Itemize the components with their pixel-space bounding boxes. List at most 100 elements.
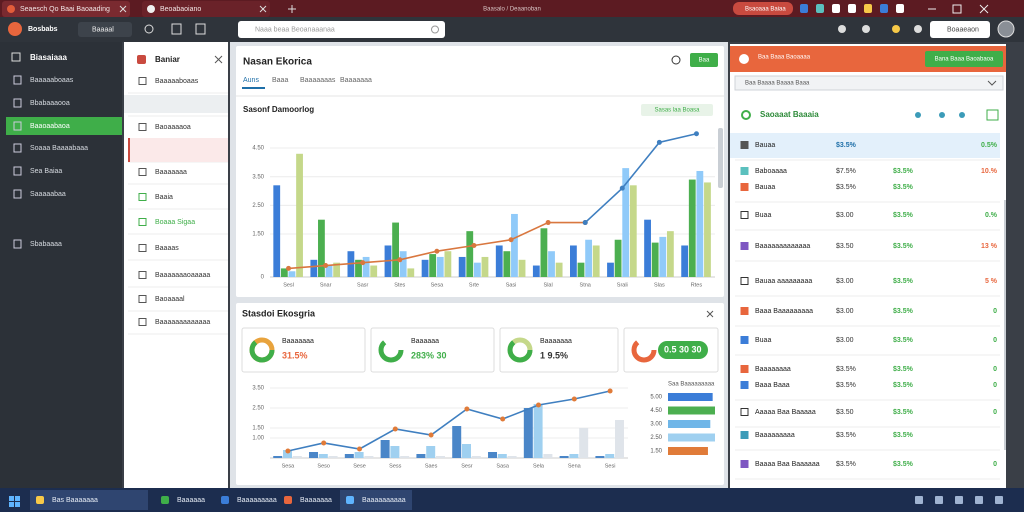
section-tool[interactable] [986, 109, 999, 121]
tray-icon[interactable] [955, 496, 963, 504]
tab[interactable]: Baaaaaaa [340, 77, 372, 84]
maximize[interactable] [952, 4, 962, 14]
x-tick-label: Sesr [461, 463, 472, 469]
row-name[interactable]: Baboaaaa [755, 168, 787, 175]
row-name[interactable]: Baaaaaaaaaaaaa [755, 243, 810, 250]
row-name[interactable]: Baaaaaaaaa [755, 432, 795, 439]
nav-icon[interactable] [195, 23, 206, 35]
tray-icon[interactable] [915, 496, 923, 504]
sidebar-item[interactable]: Soaaa Baaaabaaa [30, 145, 88, 152]
kpi-donut-arc [249, 337, 275, 363]
taskbar-item-bg[interactable] [340, 490, 412, 510]
action-button[interactable] [690, 53, 718, 67]
sidebar-item[interactable]: Saaaaabaa [30, 191, 66, 198]
menu-item[interactable]: Baaaaaaaoaaaaa [155, 272, 210, 279]
menu-item[interactable]: Boaaa Sigaa [155, 219, 195, 226]
row-name[interactable]: Buaa [755, 212, 771, 219]
taskbar-item[interactable]: Baaaaaa [177, 497, 205, 504]
tab[interactable]: Auns [243, 77, 259, 84]
row-value: $3.00 [836, 308, 854, 315]
bar [458, 256, 466, 277]
select[interactable] [734, 75, 1004, 91]
bar [614, 239, 622, 277]
menu-icon [138, 271, 147, 279]
row-name[interactable]: Bauaa aaaaaaaaa [755, 278, 812, 285]
profile-box[interactable] [930, 21, 990, 38]
menu-item[interactable]: Baaia [155, 194, 173, 201]
menu-item[interactable]: Baaaaaboaas [155, 78, 199, 85]
taskbar-item[interactable]: Baaaaaaaaaa [362, 497, 406, 504]
line-marker [571, 396, 577, 402]
row-change: $3.5% [893, 432, 914, 439]
toolbar-icon[interactable] [880, 4, 888, 13]
row-icon [740, 336, 749, 344]
toolbar-icon[interactable] [896, 4, 904, 13]
bar [273, 185, 281, 277]
x-tick-label: Srali [617, 282, 628, 288]
menu-item[interactable]: Baoaaaal [155, 296, 185, 303]
taskbar-item[interactable]: Baaaaaaa [300, 497, 332, 504]
tab[interactable]: Baaa [272, 77, 288, 84]
x-tick-label: Sess [389, 463, 401, 469]
bar [595, 456, 605, 458]
alert-pill[interactable] [733, 2, 793, 15]
row-name[interactable]: Baaa Baaa [755, 382, 790, 389]
row-name[interactable]: Baaaa Baa Baaaaaa [755, 461, 820, 468]
x-tick-label: Sesa [431, 282, 444, 288]
row-name[interactable]: Baaaaaaaa [755, 366, 791, 373]
line-marker [508, 237, 514, 243]
tab-close [259, 5, 267, 13]
menu-item[interactable]: Baaaas [155, 245, 179, 252]
row-name[interactable]: Baaa Baaaaaaaaa [755, 308, 813, 315]
tab[interactable]: Baaaaaaas [300, 77, 336, 84]
address-bar[interactable] [238, 21, 445, 38]
line-marker [619, 185, 625, 191]
active-item[interactable] [6, 117, 122, 135]
sidebar-item[interactable]: Sea Baiaa [30, 168, 62, 175]
bar [273, 456, 283, 458]
tab[interactable] [2, 1, 130, 17]
taskbar-item[interactable]: Bas Baaaaaaa [52, 497, 98, 504]
tray-icon[interactable] [935, 496, 943, 504]
bar [280, 268, 288, 277]
chart-title: Sasonf Damoorlog [243, 105, 314, 114]
bar [622, 168, 630, 277]
tray-icon[interactable] [995, 496, 1003, 504]
taskbar-item-bg[interactable] [30, 490, 148, 510]
profile-chip[interactable] [78, 22, 132, 37]
right-button[interactable] [925, 51, 1003, 67]
tab[interactable] [142, 1, 270, 17]
row-icon [740, 211, 749, 219]
sidebar-item[interactable]: Baaaaaboaas [30, 77, 74, 84]
sidebar-item[interactable]: Bbabaaaooa [30, 100, 70, 107]
line-marker [392, 426, 398, 432]
tray-icon[interactable] [975, 496, 983, 504]
toolbar-icon[interactable] [864, 4, 872, 13]
nav-icon[interactable] [171, 23, 182, 35]
row-name[interactable]: Bauaa [755, 184, 775, 191]
toolbar-icon [892, 25, 900, 33]
menu-icon [138, 77, 147, 85]
row-name[interactable]: Aaaaa Baa Baaaaa [755, 409, 816, 416]
line-marker [693, 131, 699, 137]
menu-item[interactable]: Baoaaaaoa [155, 124, 191, 131]
row-name[interactable]: Bauaa [755, 142, 775, 149]
filter[interactable] [641, 104, 713, 116]
bar [644, 219, 651, 277]
menu-item[interactable]: Baaaaaaaaaaaaa [155, 319, 210, 326]
taskbar-icon [36, 496, 44, 504]
toolbar-icon[interactable] [800, 4, 808, 13]
kpi-title: Baaaaaa [411, 338, 439, 345]
menu-item[interactable]: Baaaaaaa [155, 169, 187, 176]
right-scrollbar [1004, 200, 1006, 450]
taskbar-item[interactable]: Baaaaaaaaa [237, 497, 277, 504]
toolbar-icon[interactable] [816, 4, 824, 13]
sidebar-item[interactable]: Baaoaabaoa [30, 123, 70, 130]
y-tick-label: 1.50 [252, 232, 264, 238]
row-trend: 0.% [985, 212, 998, 219]
sidebar-item[interactable]: Sbabaaaa [30, 241, 62, 248]
toolbar-icon[interactable] [832, 4, 840, 13]
toolbar-icon[interactable] [848, 4, 856, 13]
menu-close [214, 55, 223, 64]
row-name[interactable]: Buaa [755, 337, 771, 344]
